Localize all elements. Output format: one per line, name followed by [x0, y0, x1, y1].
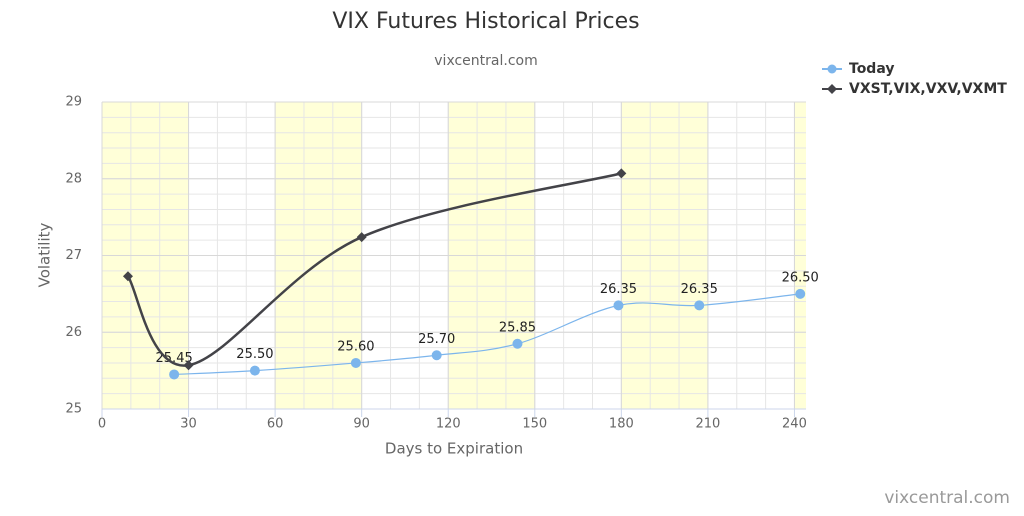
legend-marker [827, 84, 837, 94]
series-line [126, 172, 622, 367]
x-tick-label: 180 [609, 417, 634, 432]
data-label: 26.35 [681, 282, 718, 297]
y-tick-label: 27 [65, 248, 82, 263]
x-tick-label: 240 [782, 417, 807, 432]
point [613, 300, 624, 311]
x-tick-label: 60 [267, 417, 284, 432]
point [795, 288, 806, 299]
y-tick-label: 29 [65, 95, 82, 110]
data-label: 25.85 [499, 320, 536, 335]
data-label: 25.70 [418, 332, 455, 347]
data-label: 25.60 [337, 339, 374, 354]
point [616, 168, 627, 179]
legend-label: Today [849, 61, 894, 77]
point [431, 350, 442, 361]
x-tick-label: 90 [353, 417, 370, 432]
point [169, 369, 180, 380]
x-axis-title: Days to Expiration [385, 440, 523, 458]
point [122, 271, 133, 282]
x-tick-label: 30 [180, 417, 197, 432]
y-tick-label: 25 [65, 402, 82, 417]
point [356, 232, 367, 243]
data-label: 26.50 [782, 270, 819, 285]
y-axis-title: Volatility [36, 222, 54, 287]
data-label: 26.35 [600, 282, 637, 297]
x-tick-label: 210 [695, 417, 720, 432]
point [249, 365, 260, 376]
point [512, 338, 523, 349]
x-tick-label: 150 [522, 417, 547, 432]
chart-subtitle: vixcentral.com [434, 53, 537, 69]
point [694, 300, 705, 311]
x-tick-label: 120 [436, 417, 461, 432]
data-label: 25.50 [236, 347, 273, 362]
grid [101, 101, 806, 410]
data-label: 25.45 [156, 351, 193, 366]
x-tick-label: 0 [98, 417, 106, 432]
point [350, 357, 361, 368]
credits: vixcentral.com [884, 488, 1010, 508]
legend-label: VXST,VIX,VXV,VXMT [849, 81, 1007, 97]
chart-title: VIX Futures Historical Prices [332, 9, 639, 34]
y-tick-label: 28 [65, 171, 82, 186]
y-tick-label: 26 [65, 325, 82, 340]
legend-marker [827, 64, 837, 74]
point [183, 360, 194, 371]
